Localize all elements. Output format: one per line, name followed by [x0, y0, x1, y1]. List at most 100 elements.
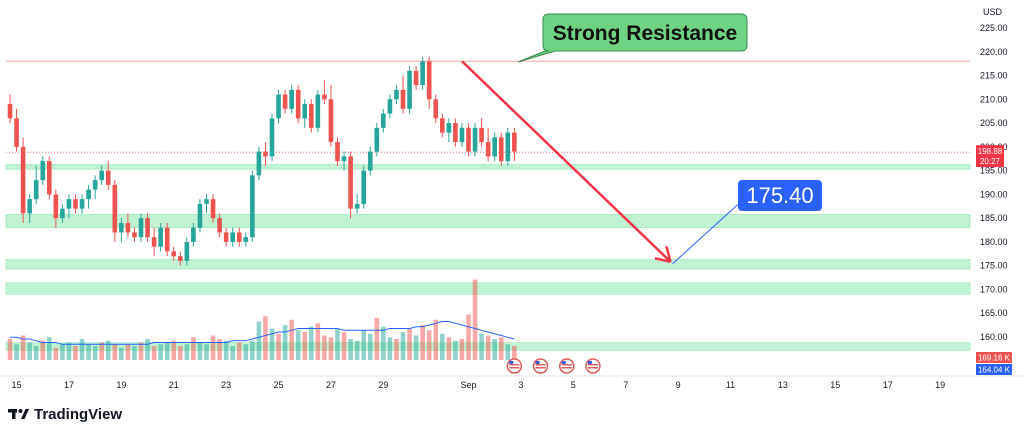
time-tick-label: 23: [221, 380, 231, 390]
volume-bar: [73, 346, 78, 360]
volume-ma: [10, 321, 515, 345]
volume-bar: [512, 346, 517, 360]
candle: [92, 175, 98, 200]
volume-bar: [394, 339, 399, 360]
volume-bar: [407, 328, 412, 360]
volume-bar: [453, 340, 458, 360]
price-axis[interactable]: USD225.00220.00215.00210.00205.00200.001…: [976, 7, 1012, 375]
volume-bar: [400, 332, 406, 360]
volume-bar: [7, 339, 13, 360]
price-tick-label: 210.00: [980, 94, 1008, 104]
candle: [184, 237, 190, 266]
candle: [86, 184, 91, 209]
volume-bar: [33, 346, 39, 360]
callout-label: Strong Resistance: [553, 22, 737, 45]
volume-bar: [276, 333, 281, 360]
volume-bar: [27, 342, 32, 360]
time-tick-label: 19: [935, 380, 945, 390]
us-flag-event-icon[interactable]: [559, 358, 575, 374]
time-tick-label: 15: [12, 380, 22, 390]
price-tick-label: 185.00: [980, 213, 1008, 223]
candle: [27, 194, 32, 223]
volume-bar: [151, 346, 157, 360]
volume-bars: [7, 279, 517, 360]
volume-bar: [289, 319, 294, 360]
tradingview-wordmark: TradingView: [34, 406, 122, 423]
volume-bar: [171, 340, 177, 360]
volume-bar: [315, 323, 321, 360]
candlesticks: [7, 56, 517, 266]
us-flag-event-icon[interactable]: [532, 358, 549, 374]
volume-bar: [105, 340, 111, 360]
candle: [512, 127, 517, 162]
volume-bar: [361, 330, 366, 360]
candle: [14, 108, 19, 152]
volume-bar: [158, 344, 163, 360]
volume-bar: [197, 342, 203, 360]
svg-text:169.16 K: 169.16 K: [978, 354, 1011, 363]
candle: [197, 199, 203, 233]
volume-bar: [387, 337, 393, 360]
volume-bar: [492, 339, 497, 360]
target-leader-line: [672, 197, 746, 265]
annotations: Strong Resistance 175.40: [461, 13, 822, 265]
candle: [426, 56, 432, 109]
candle: [145, 213, 150, 242]
volume-bar: [99, 342, 104, 360]
volume-bar: [269, 328, 275, 360]
arrow-head: [665, 246, 672, 263]
volume-bar: [191, 337, 196, 360]
candle: [256, 146, 262, 181]
volume-bar: [217, 339, 222, 360]
candle: [472, 123, 478, 157]
price-tick-label: 165.00: [980, 308, 1008, 318]
volume-bar: [367, 333, 373, 360]
tradingview-logo[interactable]: TradingView: [8, 406, 122, 423]
time-tick-label: 25: [274, 380, 284, 390]
time-tick-label: 17: [883, 380, 893, 390]
time-tick-label: 9: [676, 380, 681, 390]
support-zone-2: [5, 259, 971, 270]
price-tick-label: 205.00: [980, 118, 1008, 128]
volume-bar: [210, 335, 216, 360]
time-axis[interactable]: 15 17 19 21 23 25 27 29 Sep 3 5 7 9 11 13 15 17 19: [0, 375, 1024, 390]
price-tick-label: 180.00: [980, 237, 1008, 247]
volume-bar: [256, 321, 262, 360]
target-price-label: 175.40: [738, 180, 822, 211]
volume-bar: [119, 347, 124, 360]
volume-bar: [328, 337, 334, 360]
support-zone-1: [5, 214, 971, 228]
time-tick-label: Sep: [460, 380, 476, 390]
candle: [466, 123, 471, 157]
candle: [420, 56, 425, 90]
candle: [132, 227, 137, 242]
candle: [387, 94, 393, 119]
candle: [341, 151, 347, 171]
price-tick-label: 190.00: [980, 189, 1008, 199]
volume-bar: [92, 346, 98, 360]
candle: [367, 146, 373, 176]
time-tick-label: 21: [169, 380, 179, 390]
candle: [354, 194, 360, 214]
price-tick-label: 220.00: [980, 47, 1008, 57]
candle: [138, 213, 144, 242]
candle: [60, 203, 65, 223]
price-tick-label: 225.00: [980, 23, 1008, 33]
candle: [73, 194, 78, 214]
us-flag-event-icon[interactable]: [506, 358, 523, 374]
candle: [158, 222, 163, 252]
volume-bar: [145, 339, 150, 360]
volume-bar: [446, 337, 452, 360]
time-tick-label: 17: [64, 380, 74, 390]
volume-bar: [250, 340, 255, 360]
volume-bar: [66, 342, 72, 360]
candle: [210, 194, 216, 223]
candle: [361, 165, 366, 209]
volume-bar: [164, 342, 170, 360]
us-flag-event-icon[interactable]: [585, 358, 601, 374]
volume-bar: [485, 335, 491, 360]
event-icons: [506, 358, 601, 374]
currency-label: USD: [983, 7, 1003, 17]
candle: [479, 118, 484, 147]
